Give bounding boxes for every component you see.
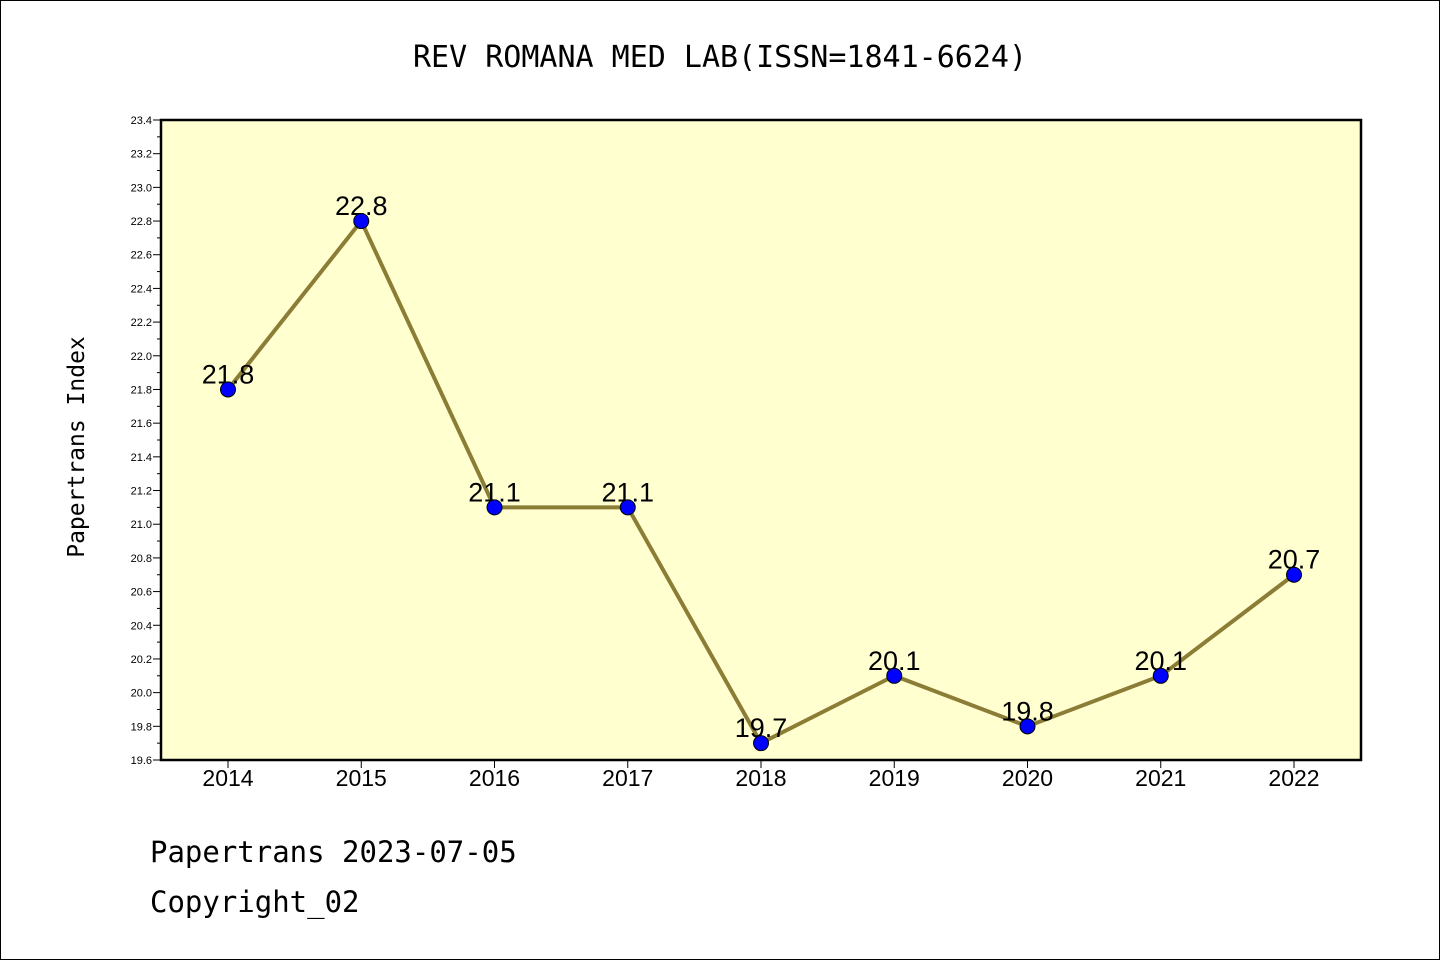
data-point bbox=[353, 213, 370, 230]
y-tick-label: 23.2 bbox=[131, 149, 152, 161]
x-axis: 2014 2015 2016 2017 2018 2019 2020 2021 2022 bbox=[202, 760, 1320, 791]
x-tick-label: 2018 bbox=[735, 765, 786, 791]
x-tick-label: 2021 bbox=[1135, 765, 1186, 791]
x-tick-label: 2022 bbox=[1268, 765, 1319, 791]
y-tick-label: 20.2 bbox=[131, 654, 152, 666]
x-tick-label: 2020 bbox=[1002, 765, 1053, 791]
y-tick-label: 19.6 bbox=[131, 755, 152, 767]
x-tick-label: 2014 bbox=[202, 765, 253, 791]
y-tick-label: 22.4 bbox=[131, 283, 152, 295]
y-tick-label: 21.8 bbox=[131, 384, 152, 396]
y-tick-label: 20.0 bbox=[131, 688, 152, 700]
data-point bbox=[619, 499, 636, 516]
series-group: 21.822.821.1 21.119.720.119.820.120.7 bbox=[202, 191, 1320, 752]
data-point bbox=[1152, 667, 1169, 684]
y-tick-label: 21.0 bbox=[131, 519, 152, 531]
x-tick-label: 2015 bbox=[336, 765, 387, 791]
y-tick-label: 20.6 bbox=[131, 587, 152, 599]
y-tick-label: 22.2 bbox=[131, 317, 152, 329]
y-tick-label: 22.8 bbox=[131, 216, 152, 228]
data-point bbox=[1019, 718, 1036, 735]
x-tick-label: 2017 bbox=[602, 765, 653, 791]
x-tick-label: 2016 bbox=[469, 765, 520, 791]
chart-title: REV ROMANA MED LAB(ISSN=1841-6624) bbox=[413, 40, 1027, 75]
y-tick-label: 23.0 bbox=[131, 182, 152, 194]
y-tick-label: 21.4 bbox=[131, 452, 152, 464]
x-tick-label: 2019 bbox=[869, 765, 920, 791]
y-axis: 19.6 19.8 20.0 20.2 20.4 20.6 20.8 21.0 21.2 21.4… bbox=[131, 115, 161, 767]
data-point bbox=[1286, 566, 1302, 583]
footer-copyright: Copyright_02 bbox=[150, 885, 360, 919]
y-tick-label: 20.4 bbox=[131, 620, 152, 632]
y-tick-label: 21.2 bbox=[131, 486, 152, 498]
y-axis-label: Papertrans Index bbox=[64, 336, 90, 558]
data-point bbox=[486, 499, 503, 516]
y-tick-label: 21.6 bbox=[131, 418, 152, 430]
y-tick-label: 23.4 bbox=[131, 115, 152, 127]
y-tick-label: 19.8 bbox=[131, 721, 152, 733]
y-tick-label: 22.6 bbox=[131, 250, 152, 262]
y-tick-label: 22.0 bbox=[131, 351, 152, 363]
footer-date: Papertrans 2023-07-05 bbox=[150, 835, 517, 869]
data-point bbox=[753, 735, 769, 752]
y-tick-label: 20.8 bbox=[131, 553, 152, 565]
data-point bbox=[220, 381, 236, 398]
data-point bbox=[886, 667, 903, 684]
